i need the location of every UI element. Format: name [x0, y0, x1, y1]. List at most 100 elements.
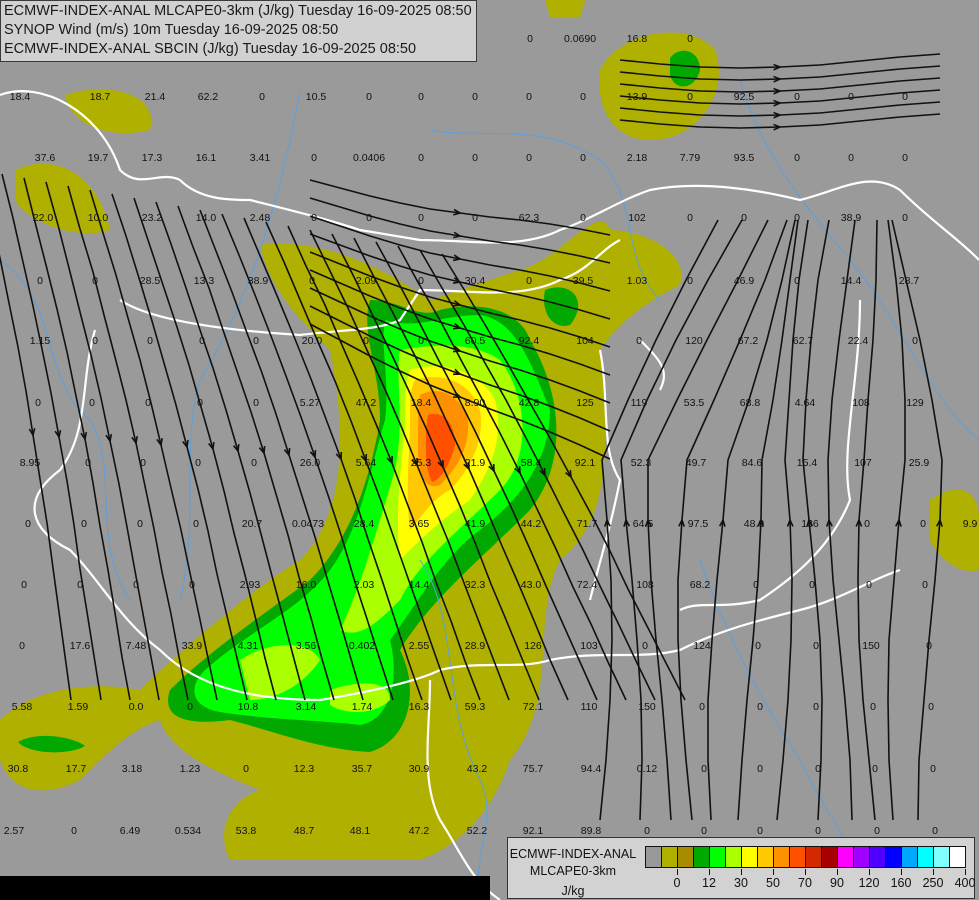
cape-area: [425, 414, 455, 482]
legend-swatch: [869, 846, 886, 868]
station-value: 0: [815, 825, 821, 837]
legend-tick: [901, 869, 902, 875]
station-value: 42.8: [519, 397, 540, 409]
station-value: 30.4: [465, 275, 486, 287]
station-value: 0: [932, 825, 938, 837]
station-value: 0: [926, 640, 932, 652]
wind-arrow-icon: [644, 517, 652, 527]
station-value: 0: [753, 579, 759, 591]
station-value: 0: [147, 335, 153, 347]
station-value: 10.5: [306, 91, 327, 103]
header-line-cape: ECMWF-INDEX-ANAL MLCAPE0-3km (J/kg) Tues…: [4, 3, 472, 19]
station-value: 17.3: [142, 152, 163, 164]
legend-tick-label: 120: [858, 876, 880, 890]
station-value: 28.4: [354, 518, 375, 530]
station-value: 0: [92, 275, 98, 287]
wind-arrow-icon: [54, 429, 62, 440]
station-value: 0.0690: [564, 33, 596, 45]
station-value: 0.12: [637, 763, 658, 775]
station-value: 0: [636, 335, 642, 347]
legend-title: ECMWF-INDEX-ANAL MLCAPE0-3km J/kg: [508, 846, 638, 900]
wind-arrow-icon: [386, 455, 393, 465]
wind-arrow-icon: [757, 517, 765, 527]
station-value: 16.3: [409, 701, 430, 713]
wind-arrow-icon: [360, 453, 368, 463]
station-value: 0.0: [129, 701, 144, 713]
wind-arrow-icon: [773, 87, 783, 95]
wind-arrow-icon: [463, 461, 470, 471]
station-value: 0: [259, 91, 265, 103]
legend-parameter: MLCAPE0-3km: [529, 864, 617, 878]
cape-area: [544, 287, 579, 326]
station-value: 18.4: [10, 91, 31, 103]
station-value: 0.0473: [292, 518, 324, 530]
station-value: 0: [809, 579, 815, 591]
station-value: 52.3: [631, 457, 652, 469]
station-value: 64.5: [633, 518, 654, 530]
legend-swatch: [773, 846, 790, 868]
station-value: 0: [922, 579, 928, 591]
legend-swatch: [885, 846, 902, 868]
wind-arrow-icon: [773, 99, 783, 107]
station-value: 0.402: [349, 640, 375, 652]
wind-arrow-icon: [895, 517, 902, 527]
station-value: 0: [199, 335, 205, 347]
station-value: 0: [197, 397, 203, 409]
station-value: 0: [418, 91, 424, 103]
station-value: 0: [912, 335, 918, 347]
station-value: 53.8: [236, 825, 257, 837]
station-value: 0: [472, 212, 478, 224]
station-value: 0: [687, 91, 693, 103]
wind-arrow-icon: [678, 517, 686, 527]
wind-arrow-icon: [105, 433, 113, 444]
station-value: 108: [636, 579, 654, 591]
station-value: 0: [193, 518, 199, 530]
station-value: 0: [701, 825, 707, 837]
station-value: 97.5: [688, 518, 709, 530]
station-value: 0: [580, 91, 586, 103]
station-value: 0: [472, 152, 478, 164]
station-value: 6.49: [120, 825, 141, 837]
station-value: 0: [133, 579, 139, 591]
station-value: 0: [813, 640, 819, 652]
station-value: 0: [866, 579, 872, 591]
station-value: 21.4: [145, 91, 166, 103]
station-value: 0: [642, 640, 648, 652]
wind-arrow-icon: [80, 431, 88, 442]
station-value: 124: [693, 640, 711, 652]
station-value: 126: [524, 640, 542, 652]
streamline: [309, 179, 611, 236]
station-value: 0: [527, 33, 533, 45]
station-value: 14.4: [841, 275, 862, 287]
station-value: 17.7: [66, 763, 87, 775]
station-value: 0: [757, 763, 763, 775]
station-value: 0.0406: [353, 152, 385, 164]
legend-tick: [709, 869, 710, 875]
station-value: 120: [685, 335, 703, 347]
station-value: 0: [187, 701, 193, 713]
station-value: 2.93: [240, 579, 261, 591]
station-value: 0: [755, 640, 761, 652]
station-value: 62.3: [519, 212, 540, 224]
station-value: 20.0: [302, 335, 323, 347]
station-value: 0: [526, 152, 532, 164]
station-value: 104: [576, 335, 594, 347]
legend-tick: [837, 869, 838, 875]
station-value: 72.4: [577, 579, 598, 591]
legend-tick-label: 250: [922, 876, 944, 890]
wind-arrow-icon: [452, 391, 462, 398]
station-value: 5.64: [356, 457, 377, 469]
station-value: 13.3: [194, 275, 215, 287]
legend-swatch: [741, 846, 758, 868]
wind-arrow-icon: [411, 457, 418, 467]
station-value: 18.7: [90, 91, 111, 103]
station-value: 38.9: [248, 275, 269, 287]
station-value: 0: [35, 397, 41, 409]
station-value: 4.31: [238, 640, 259, 652]
station-value: 107: [854, 457, 872, 469]
station-value: 0: [794, 275, 800, 287]
station-value: 0: [757, 701, 763, 713]
wind-arrow-icon: [488, 463, 495, 473]
river-line: [419, 559, 488, 900]
station-value: 15.4: [797, 457, 818, 469]
